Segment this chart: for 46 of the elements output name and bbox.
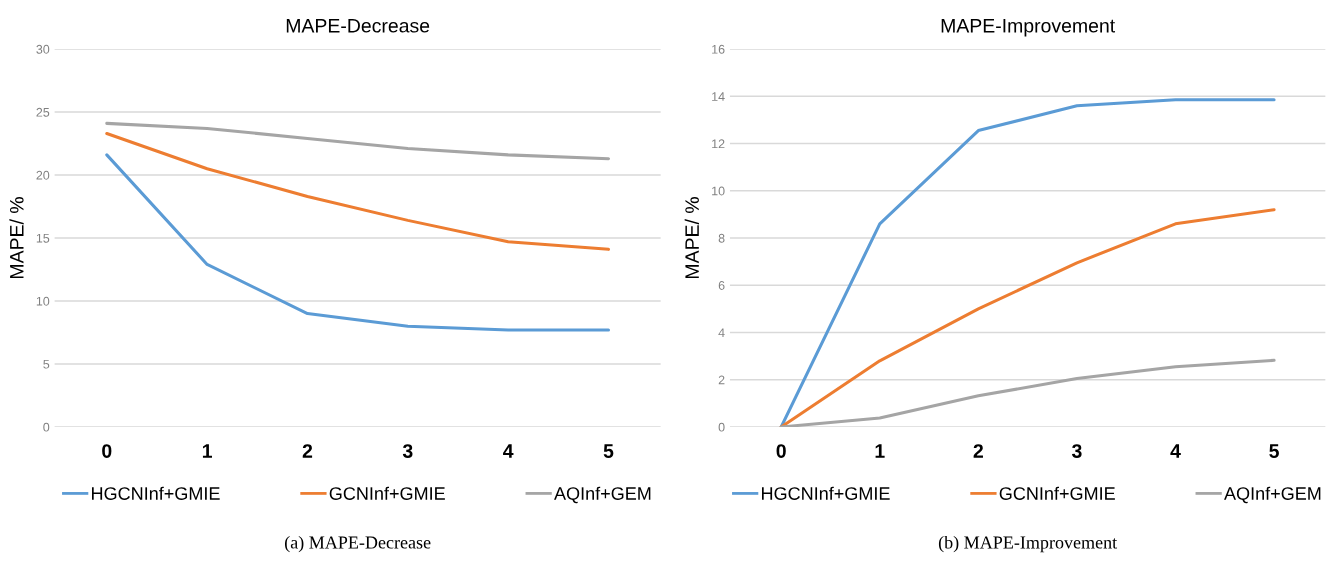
y-tick-label: 4 <box>718 328 725 338</box>
x-tick-label: 5 <box>603 444 614 458</box>
y-tick-label: 16 <box>712 44 725 54</box>
line-series <box>779 358 1276 427</box>
chart-title: MAPE-Decrease <box>286 19 430 33</box>
x-tick-label: 0 <box>776 444 786 458</box>
y-tick-label: 15 <box>36 233 50 243</box>
legend-label: GCNInf+GMIE <box>329 486 445 500</box>
y-axis-title: MAPE/ % <box>9 197 24 279</box>
y-tick-label: 14 <box>712 92 725 101</box>
x-tick-label: 1 <box>202 444 212 458</box>
y-tick-label: 6 <box>718 281 725 290</box>
line-series <box>105 121 611 161</box>
x-tick-label: 4 <box>1170 444 1181 458</box>
legend-label: AQInf+GEM <box>1224 486 1321 504</box>
legend-label: HGCNInf+GMIE <box>92 486 220 500</box>
y-axis-title: MAPE/ % <box>684 197 699 279</box>
y-tick-label: 5 <box>43 359 50 369</box>
x-tick-label: 3 <box>402 444 413 458</box>
y-tick-label: 12 <box>712 139 725 149</box>
y-tick-label: 2 <box>718 375 725 385</box>
y-tick-label: 0 <box>718 422 725 432</box>
legend-label: AQInf+GEM <box>554 486 651 504</box>
x-tick-label: 0 <box>102 444 112 458</box>
y-tick-label: 25 <box>36 107 50 117</box>
x-tick-label: 2 <box>302 444 313 458</box>
line-series <box>105 131 611 251</box>
x-tick-label: 1 <box>875 444 885 458</box>
text: (a) MAPE-Decrease <box>284 535 431 553</box>
line-series <box>779 98 1276 427</box>
chart-title: MAPE-Improvement <box>941 19 1116 37</box>
y-tick-label: 0 <box>43 422 50 432</box>
y-tick-label: 10 <box>712 186 725 196</box>
legend-label: GCNInf+GMIE <box>999 486 1115 500</box>
y-tick-label: 30 <box>36 44 50 54</box>
legend-label: HGCNInf+GMIE <box>762 486 890 500</box>
x-tick-label: 2 <box>973 444 983 458</box>
x-tick-label: 4 <box>503 444 514 458</box>
x-tick-label: 5 <box>1269 444 1279 458</box>
y-tick-label: 8 <box>718 233 725 243</box>
line-series <box>105 153 611 332</box>
y-tick-label: 10 <box>36 296 50 306</box>
text: (b) MAPE-Improvement <box>938 535 1118 553</box>
x-tick-label: 3 <box>1071 444 1082 458</box>
line-series <box>779 208 1276 427</box>
y-tick-label: 20 <box>36 170 50 180</box>
